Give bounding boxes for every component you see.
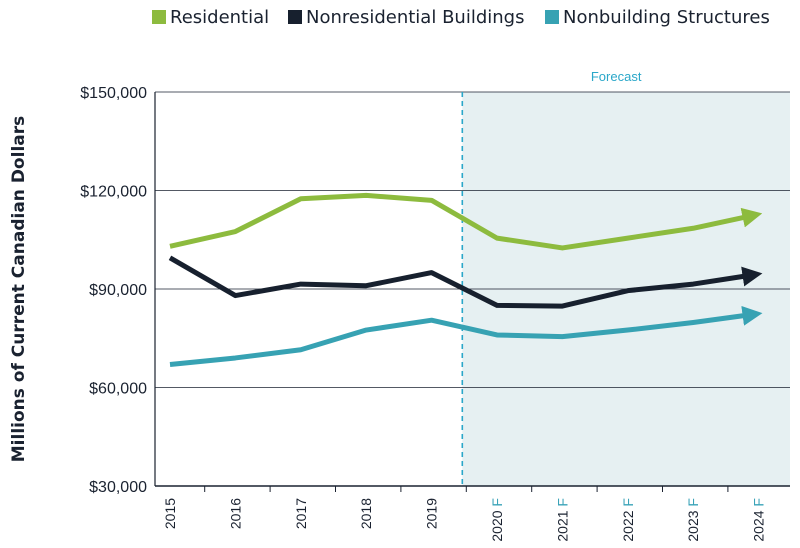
x-tick-label: 2023 F [685,498,701,542]
series-line-nonresidential-buildings [168,255,763,309]
x-tick-label: 2015 [162,498,178,529]
x-tick-label: 2019 [424,498,440,529]
y-tick-label: $90,000 [89,282,147,299]
y-tick-label: $150,000 [80,85,147,102]
legend-label: Residential [170,7,269,28]
x-tick-label: 2024 F [751,498,767,542]
legend-label: Nonresidential Buildings [306,7,524,28]
x-axis-ticks: 2015 2016 2017 2018 2019 2020 F 2021 F 2022 F 20… [162,498,767,542]
series-line-nonbuilding-structures [169,305,763,368]
x-tick-label: 2022 F [620,498,636,542]
y-axis-label: Millions of Current Canadian Dollars [9,116,29,463]
y-tick-label: $30,000 [89,479,147,496]
legend-swatch [288,10,302,24]
y-axis-ticks: $150,000 $120,000 $90,000 $60,000 $30,000 [80,85,147,496]
legend-label: Nonbuilding Structures [563,7,770,28]
y-tick-label: $60,000 [89,381,147,398]
x-tick-label: 2016 [227,498,243,529]
x-tick-label: 2017 [293,498,309,529]
forecast-label: Forecast [591,69,642,84]
legend-swatch [152,10,166,24]
y-tick-label: $120,000 [80,184,147,201]
legend-swatch [545,10,559,24]
x-tick-label: 2018 [358,498,374,529]
legend: Residential Nonresidential Buildings Nonbu… [152,7,770,28]
x-tick-label: 2021 F [554,498,570,542]
series-lines [168,192,763,368]
series-line-residential [169,192,763,251]
x-tick-label: 2020 F [489,498,505,542]
